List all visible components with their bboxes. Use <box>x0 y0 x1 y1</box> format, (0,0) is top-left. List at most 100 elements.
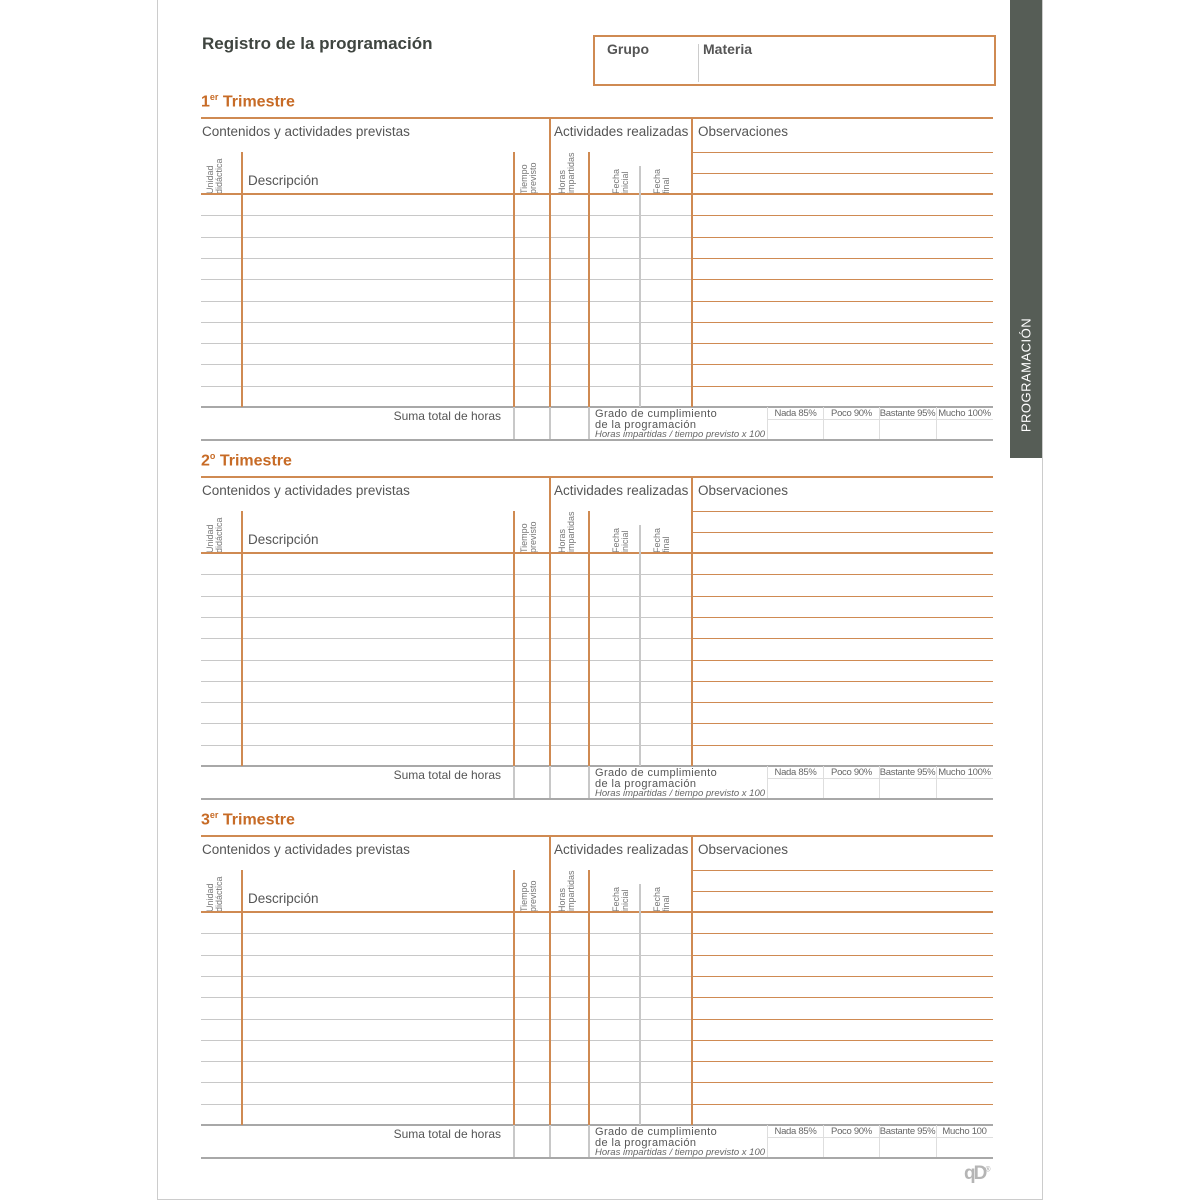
table-row[interactable] <box>201 682 993 702</box>
unit-column-label-line2: didáctica <box>214 158 224 194</box>
table-row[interactable] <box>201 934 993 954</box>
completion-option-cell[interactable] <box>824 779 879 797</box>
total-time-input[interactable] <box>515 767 548 797</box>
section-ordinal: er <box>209 92 219 102</box>
row-line <box>201 933 691 934</box>
notes-line <box>692 1104 993 1105</box>
table-row[interactable] <box>201 238 993 258</box>
table-row[interactable] <box>201 575 993 595</box>
table-row[interactable] <box>201 259 993 279</box>
section-title-text: Trimestre <box>222 93 295 111</box>
table-row[interactable] <box>201 365 993 385</box>
row-line <box>201 1061 691 1062</box>
completion-option-label: Mucho 100% <box>938 408 991 419</box>
completion-option-label: Nada 85% <box>774 1126 817 1137</box>
column-divider <box>241 511 243 766</box>
end-date-column-label: Fecha final <box>652 887 671 912</box>
completion-option-cell[interactable] <box>937 779 992 797</box>
table-row[interactable] <box>201 618 993 638</box>
description-column-label: Descripción <box>248 173 319 188</box>
group-input[interactable] <box>600 62 695 80</box>
completion-grid-divider <box>879 766 880 798</box>
description-column-label: Descripción <box>248 891 319 906</box>
total-time-input[interactable] <box>515 1126 548 1156</box>
table-row[interactable] <box>201 554 993 574</box>
completion-formula: Horas impartidas / tiempo previsto x 100 <box>595 1147 766 1158</box>
notes-line <box>692 1061 993 1062</box>
row-line <box>201 237 691 238</box>
table-row[interactable] <box>201 1041 993 1061</box>
table-row[interactable] <box>201 977 993 997</box>
unit-column-label-line2: didáctica <box>214 876 224 912</box>
completion-option-cell[interactable] <box>880 420 935 438</box>
description-column-label: Descripción <box>248 532 319 547</box>
notes-line <box>692 638 993 639</box>
group-subject-divider <box>698 44 699 82</box>
table-row[interactable] <box>201 302 993 322</box>
footer-divider <box>513 407 515 439</box>
header-bottom-rule <box>201 911 993 913</box>
notes-line <box>692 933 993 934</box>
table-row[interactable] <box>201 1105 993 1125</box>
row-line <box>201 1104 691 1105</box>
notes-line <box>692 1040 993 1041</box>
document-title: Registro de la programación <box>202 34 433 53</box>
total-hours-input[interactable] <box>551 408 587 438</box>
table-row[interactable] <box>201 1020 993 1040</box>
time-column-label: Tiempo previsto <box>519 880 538 912</box>
completion-option-cell[interactable] <box>768 779 823 797</box>
total-time-input[interactable] <box>515 408 548 438</box>
notes-header: Observaciones <box>698 842 789 857</box>
completion-option-cell[interactable] <box>824 420 879 438</box>
table-row[interactable] <box>201 344 993 364</box>
completion-option-cell[interactable] <box>824 1138 879 1156</box>
subject-input[interactable] <box>702 62 988 80</box>
section-ordinal: er <box>209 810 219 820</box>
completion-option-cell[interactable] <box>937 420 992 438</box>
hours-column-label-line2: impartidas <box>566 152 576 194</box>
table-row[interactable] <box>201 956 993 976</box>
notes-line <box>692 745 993 746</box>
column-divider <box>691 836 693 1125</box>
total-hours-input[interactable] <box>551 1126 587 1156</box>
table-row[interactable] <box>201 724 993 744</box>
completion-grid-line <box>767 419 993 420</box>
completion-option-label: Poco 90% <box>831 408 872 419</box>
completion-option-cell[interactable] <box>768 420 823 438</box>
table-row[interactable] <box>201 216 993 236</box>
notes-line <box>692 681 993 682</box>
row-line <box>201 702 691 703</box>
completion-formula: Horas impartidas / tiempo previsto x 100 <box>595 429 766 440</box>
column-divider <box>639 525 641 766</box>
completion-option-cell[interactable] <box>937 1138 992 1156</box>
table-row[interactable] <box>201 323 993 343</box>
time-column-label-line2: previsto <box>528 162 538 194</box>
completion-option-label: Mucho 100% <box>938 767 991 778</box>
completion-option-cell[interactable] <box>880 779 935 797</box>
side-tab-label: PROGRAMACIÓN <box>1018 317 1034 433</box>
table-row[interactable] <box>201 1062 993 1082</box>
completion-option-cell[interactable] <box>880 1138 935 1156</box>
total-hours-input[interactable] <box>551 767 587 797</box>
completion-option-label: Poco 90% <box>831 1126 872 1137</box>
table-row[interactable] <box>201 913 993 933</box>
table-row[interactable] <box>201 597 993 617</box>
row-line <box>201 215 691 216</box>
row-line <box>201 301 691 302</box>
row-line <box>201 364 691 365</box>
table-row[interactable] <box>201 280 993 300</box>
table-row[interactable] <box>201 195 993 215</box>
section-number: 1 <box>201 93 210 111</box>
completion-option-cell[interactable] <box>768 1138 823 1156</box>
notes-line <box>692 364 993 365</box>
table-row[interactable] <box>201 639 993 659</box>
table-row[interactable] <box>201 387 993 407</box>
table-row[interactable] <box>201 998 993 1018</box>
table-row[interactable] <box>201 703 993 723</box>
row-line <box>201 322 691 323</box>
table-row[interactable] <box>201 746 993 766</box>
footer-divider <box>549 1125 551 1157</box>
table-row[interactable] <box>201 661 993 681</box>
column-divider <box>639 884 641 1125</box>
table-row[interactable] <box>201 1083 993 1103</box>
